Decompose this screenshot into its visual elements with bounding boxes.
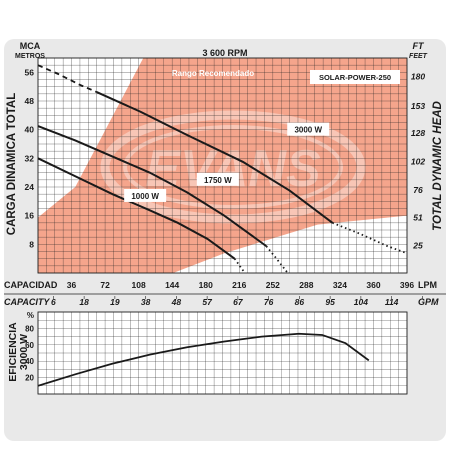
x-tick-lpm: 216 [232,280,246,290]
x-tick-gpm: 76 [264,297,274,307]
series-label-1000-w: 1000 W [131,192,159,201]
x-tick-gpm: 57 [202,297,213,307]
efficiency-y-tick: 80 [25,324,34,333]
y-unit-right-line2: FEET [409,53,428,60]
x-tick-lpm: 36 [67,280,77,290]
efficiency-grid [37,311,408,395]
region-label: Rango Recomendado [172,69,254,78]
curves: 1000 W 1750 W 3000 W [37,64,408,274]
x-tick-lpm: 396 [400,280,414,290]
efficiency-title-line2: 3000 W [18,334,30,370]
y-tick-right: 25 [412,241,423,251]
curve-1000-w [37,157,236,260]
x-label-lpm: CAPACIDAD [4,280,58,290]
curve-3000-w [96,91,334,224]
x-tick-gpm: 6 [51,297,56,307]
efficiency-unit: % [27,311,34,320]
curve-1750-w-dotted [265,245,289,274]
efficiency-y-tick: 40 [25,357,34,366]
y-tick-left: 48 [25,96,35,106]
y-tick-left: 24 [25,182,35,192]
x-unit-gpm: GPM [418,297,439,307]
capacity-tick-labels: 36 72 108 144 180 216 252 288 324 360 396 6 18 19 38 48… [51,280,423,307]
x-tick-gpm: 114 [385,297,399,307]
x-tick-gpm: 104 [354,297,368,307]
y-tick-left: 40 [25,125,35,135]
series-label-box [287,122,330,136]
efficiency-y-tick: 60 [25,341,34,350]
y-tick-right: 128 [411,128,425,138]
x-tick-gpm: 38 [141,297,151,307]
evans-watermark: EVANS [100,110,366,224]
y-axis-title-left: CARGA DINAMICA TOTAL [6,93,18,235]
axis-tick-labels: 8 16 24 32 40 48 56 25 51 76 102 128 153 180 [25,67,426,250]
chart-title: 3 600 RPM [202,48,247,58]
series-label-1750-w: 1750 W [204,176,232,185]
watermark-text: EVANS [145,140,321,198]
y-unit-left-line1: MCA [20,41,41,51]
y-unit-left-line2: METROS [15,53,45,60]
x-tick-lpm: 252 [266,280,280,290]
x-tick-lpm: 108 [132,280,146,290]
x-tick-gpm: 67 [233,297,244,307]
efficiency-title-line1: EFICIENCIA [7,322,19,382]
curve-1750-w [37,125,267,247]
x-tick-lpm: 360 [366,280,380,290]
curve-3000-w-dotted [332,221,408,255]
x-tick-lpm: 144 [165,280,179,290]
x-tick-gpm: 95 [325,297,335,307]
y-tick-right: 180 [411,71,425,81]
series-label-3000-w: 3000 W [294,126,322,135]
efficiency-y-tick: 20 [25,374,34,383]
curve-1000-w-dotted [233,258,246,274]
x-unit-lpm: LPM [418,280,437,290]
efficiency-tick-labels: 20 40 60 80 [25,324,34,382]
y-tick-right: 76 [413,185,423,195]
y-tick-left: 16 [25,211,35,221]
x-tick-gpm: 86 [295,297,305,307]
y-tick-right: 51 [413,212,423,222]
y-tick-left: 56 [25,67,35,77]
y-unit-right-line1: FT [413,41,425,51]
plot-border [37,57,408,274]
x-tick-lpm: 288 [299,280,313,290]
x-tick-lpm: 324 [333,280,347,290]
y-axis-title-right: TOTAL DYNAMIC HEAD [432,101,444,231]
y-tick-right: 153 [411,101,425,111]
x-tick-lpm: 180 [199,280,213,290]
x-tick-gpm: 48 [171,297,182,307]
eff-plot-border [37,311,408,395]
x-tick-gpm: 18 [79,297,89,307]
series-label-box [124,188,167,202]
y-tick-right: 102 [411,157,425,167]
x-tick-gpm: 19 [110,297,120,307]
curve-3000-w-dashed [37,64,98,93]
y-tick-left: 8 [29,239,34,249]
model-box [310,70,400,84]
y-tick-left: 32 [25,153,35,163]
x-label-gpm: CAPACITY [4,297,50,307]
efficiency-curve-3000-w [37,332,370,387]
efficiency-curves [37,332,370,387]
model-label: SOLAR-POWER-250 [319,73,391,82]
series-label-box [196,172,239,186]
x-tick-lpm: 72 [100,280,110,290]
